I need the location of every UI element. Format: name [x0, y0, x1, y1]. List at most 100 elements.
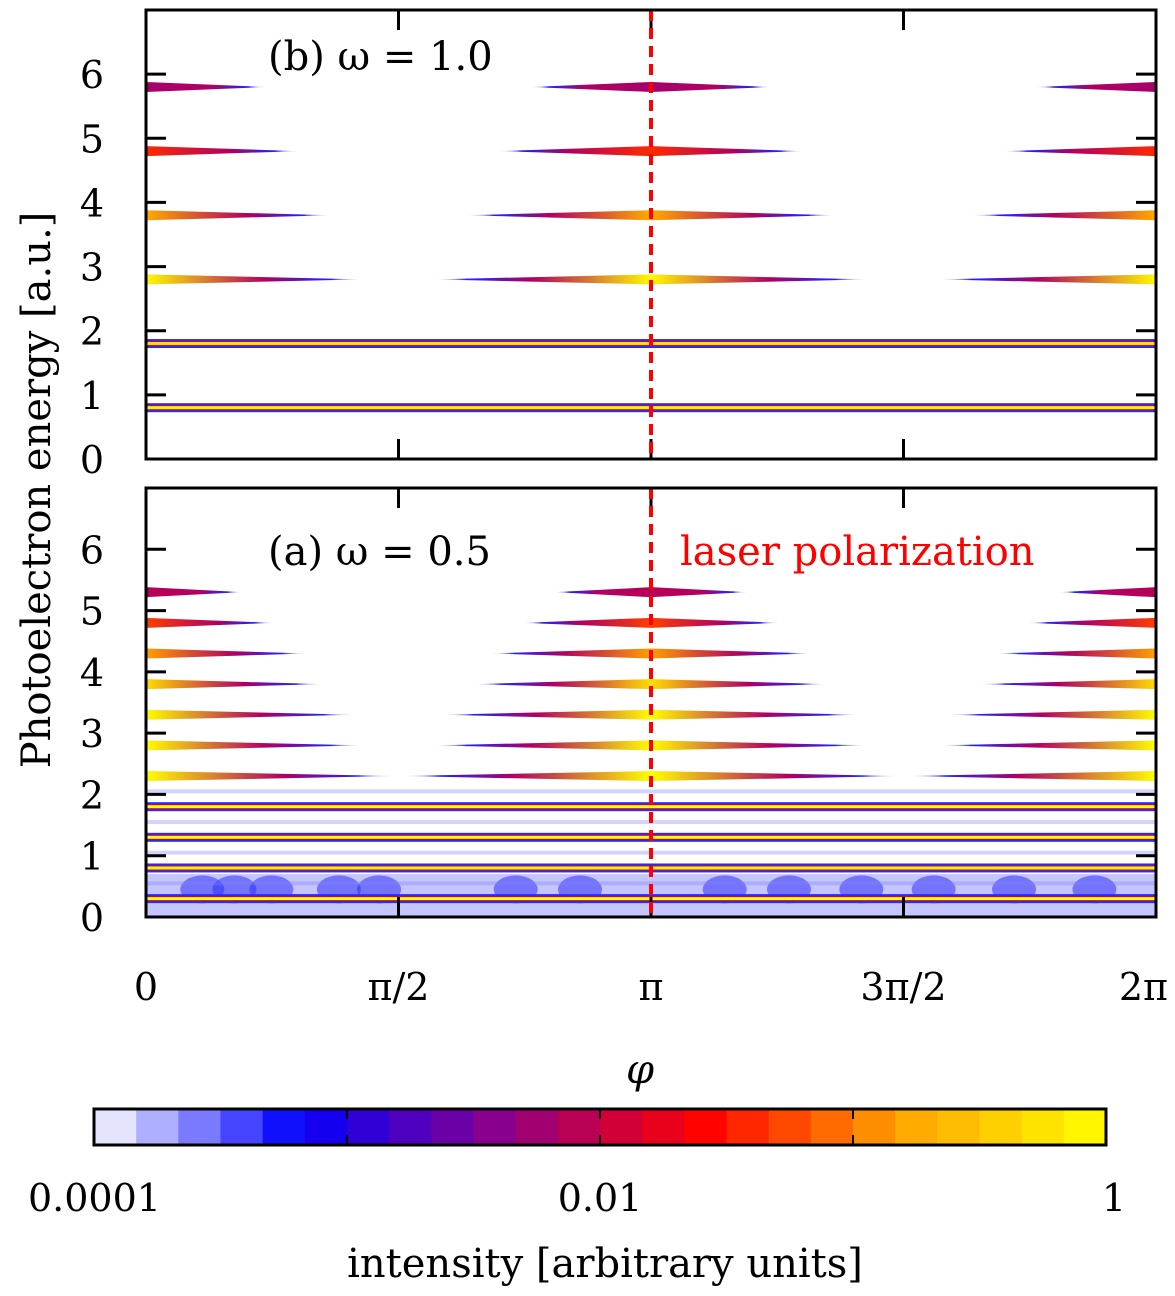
colorbar-step-11: [557, 1109, 601, 1145]
colorbar-tick-label-0: 0.0001: [28, 1176, 161, 1220]
band-b-4-lobe-2-left: [1003, 146, 1156, 157]
colorbar-step-21: [979, 1109, 1023, 1145]
panel-a-label: (a) ω = 0.5: [268, 529, 491, 575]
band-a-8-lobe-2-left: [995, 648, 1156, 659]
ytick-label-a-4: 4: [80, 651, 104, 695]
band-b-3-lobe-1-left: [466, 210, 651, 221]
xtick-label-1: π/2: [368, 965, 430, 1009]
colorbar-step-19: [895, 1109, 938, 1145]
x-axis-label: φ: [626, 1047, 654, 1093]
band-b-5-lobe-1-left: [530, 81, 651, 92]
band-b-4-lobe-0-right: [146, 146, 299, 157]
ytick-label-b-0: 0: [80, 438, 104, 482]
colorbar-step-15: [726, 1109, 770, 1145]
xtick-label-0: 0: [134, 965, 158, 1009]
colorbar-step-13: [642, 1109, 685, 1145]
noise-line-0: [146, 881, 1156, 886]
colorbar-tick-label-1: 0.01: [558, 1176, 643, 1220]
ytick-label-a-6: 6: [80, 528, 104, 572]
ytick-label-b-2: 2: [80, 310, 104, 354]
band-a-6-lobe-1-right: [650, 709, 860, 720]
band-a-7-lobe-1-left: [474, 679, 651, 690]
x-tick-labels: 0 π/2 π 3π/2 2π: [134, 965, 1168, 1009]
band-b-5-lobe-1-right: [650, 81, 772, 92]
band-a-4-lobe-1-right: [650, 771, 901, 782]
band-a-4-lobe-2-left: [906, 771, 1156, 782]
ytick-label-b-5: 5: [80, 117, 104, 161]
xtick-label-3: 3π/2: [860, 965, 946, 1009]
ytick-label-b-6: 6: [80, 53, 104, 97]
colorbar: 0.0001 0.01 1 intensity [arbitrary units]: [28, 1107, 1126, 1287]
band-a-10-lobe-1-left: [554, 587, 651, 598]
band-b-4-lobe-1-left: [498, 146, 651, 157]
ytick-label-a-2: 2: [80, 773, 104, 817]
band-b-3-lobe-0-right: [146, 210, 331, 221]
band-a-9-lobe-1-right: [650, 617, 780, 628]
band-a-10-lobe-2-left: [1059, 587, 1156, 598]
colorbar-tick-label-2: 1: [1102, 1176, 1126, 1220]
band-a-8-lobe-0-right: [146, 648, 307, 659]
band-b-3-lobe-1-right: [650, 210, 836, 221]
ytick-label-a-1: 1: [80, 835, 104, 879]
colorbar-step-8: [431, 1109, 475, 1145]
colorbar-step-14: [684, 1109, 728, 1145]
ytick-label-b-4: 4: [80, 181, 104, 225]
colorbar-step-9: [473, 1109, 517, 1145]
colorbar-step-5: [304, 1109, 348, 1145]
band-a-9-lobe-1-left: [522, 617, 651, 628]
band-a-8-lobe-1-left: [490, 648, 651, 659]
colorbar-step-1: [136, 1109, 179, 1145]
panel-b-frame: [144, 8, 1158, 461]
colorbar-step-2: [178, 1109, 222, 1145]
band-a-6-lobe-0-right: [146, 709, 355, 720]
band-a-5-lobe-1-right: [650, 740, 869, 751]
band-b-5-lobe-0-right: [146, 81, 267, 92]
band-a-7-lobe-2-left: [979, 679, 1156, 690]
colorbar-step-22: [1021, 1109, 1065, 1145]
band-b-2-lobe-1-left: [433, 274, 651, 285]
colorbar-step-7: [389, 1109, 432, 1145]
colorbar-ticks: [346, 1109, 854, 1145]
panel-a-frame: [144, 486, 1158, 919]
band-a-7-lobe-1-right: [650, 679, 828, 690]
ytick-label-b-1: 1: [80, 374, 104, 418]
ytick-label-a-5: 5: [80, 590, 104, 634]
colorbar-label: intensity [arbitrary units]: [347, 1241, 863, 1287]
panel-b-label: (b) ω = 1.0: [268, 34, 493, 80]
band-a-10-lobe-1-right: [650, 587, 748, 598]
xtick-label-4: 2π: [1119, 965, 1168, 1009]
band-b-4-lobe-1-right: [650, 146, 804, 157]
colorbar-step-12: [600, 1109, 643, 1145]
ytick-label-a-0: 0: [80, 896, 104, 940]
band-b-2-lobe-0-right: [146, 274, 364, 285]
band-a-5-lobe-0-right: [146, 740, 364, 751]
band-a-6-lobe-1-left: [442, 709, 651, 720]
panel-b-omega-1: (b) ω = 1.0: [144, 8, 1158, 461]
band-a-10-lobe-0-right: [146, 587, 243, 598]
band-a-3-peak: [146, 805, 1156, 809]
band-a-9-lobe-0-right: [146, 617, 275, 628]
y-tick-labels: 0 1 2 3 4 5 6 0 1 2 3 4 5 6: [80, 53, 104, 940]
band-b-2-lobe-2-left: [938, 274, 1156, 285]
colorbar-step-17: [810, 1109, 854, 1145]
colorbar-step-18: [853, 1109, 896, 1145]
band-a-6-lobe-2-left: [947, 709, 1156, 720]
band-a-4-lobe-1-left: [401, 771, 651, 782]
colorbar-step-3: [220, 1109, 264, 1145]
band-a-7-lobe-0-right: [146, 679, 323, 690]
ytick-label-a-3: 3: [80, 712, 104, 756]
band-a-5-lobe-1-left: [433, 740, 651, 751]
colorbar-step-4: [262, 1109, 306, 1145]
band-a-8-lobe-1-right: [650, 648, 812, 659]
colorbar-steps: [94, 1109, 1107, 1145]
noise-line-3: [146, 789, 1156, 794]
band-a-9-lobe-2-left: [1027, 617, 1156, 628]
band-b-5-lobe-2-left: [1035, 81, 1156, 92]
band-b-2-lobe-1-right: [650, 274, 869, 285]
colorbar-tick-labels: 0.0001 0.01 1: [28, 1176, 1126, 1220]
band-a-5-lobe-2-left: [938, 740, 1156, 751]
band-a-4-lobe-0-right: [146, 771, 396, 782]
polarization-annotation: laser polarization: [680, 529, 1035, 575]
colorbar-step-16: [768, 1109, 812, 1145]
